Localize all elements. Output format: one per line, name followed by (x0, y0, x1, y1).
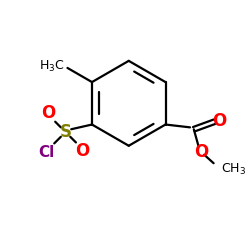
Text: $\mathrm{H_3C}$: $\mathrm{H_3C}$ (39, 58, 64, 74)
Text: S: S (60, 123, 72, 141)
Text: O: O (76, 142, 90, 160)
Text: O: O (212, 112, 226, 130)
Text: O: O (42, 104, 56, 122)
Text: $\mathrm{CH_3}$: $\mathrm{CH_3}$ (221, 162, 246, 177)
Text: Cl: Cl (38, 145, 55, 160)
Text: O: O (194, 143, 208, 161)
